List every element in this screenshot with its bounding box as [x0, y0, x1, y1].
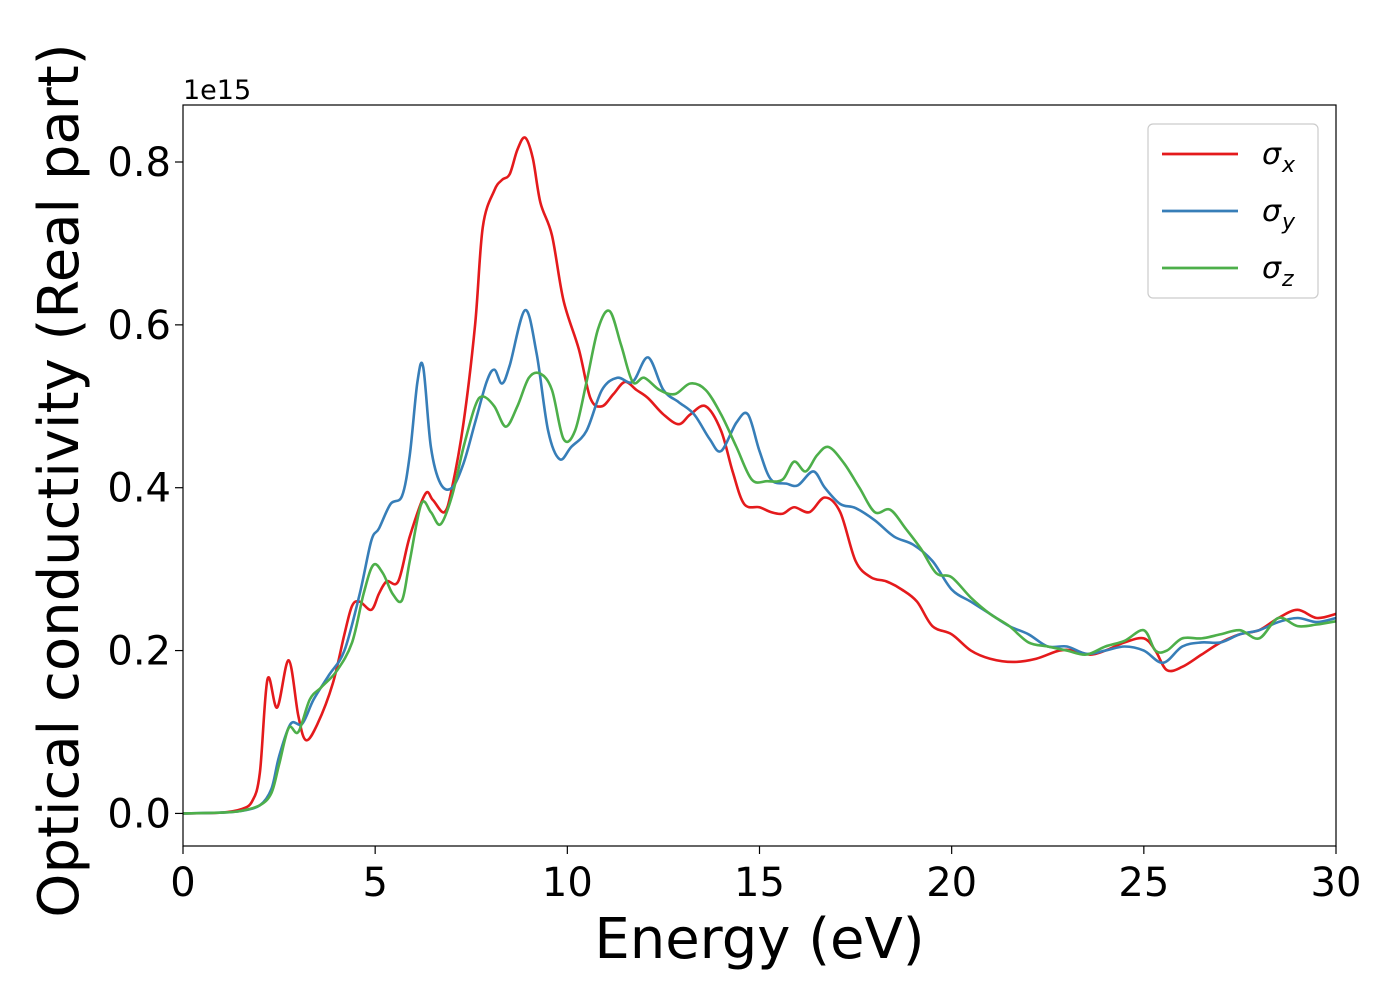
legend-symbol: σ: [1262, 194, 1282, 229]
x-tick-label: 25: [1118, 860, 1169, 906]
series-line-z: [183, 309, 1336, 815]
legend-subscript: z: [1281, 267, 1294, 292]
series-layer: [183, 136, 1336, 815]
x-tick-label: 5: [362, 860, 387, 906]
legend-label-x: σx: [1262, 137, 1296, 178]
y-tick-label: 0.6: [107, 303, 171, 349]
x-tick-label: 20: [926, 860, 977, 906]
y-axis-label: Optical conductivity (Real part): [27, 43, 92, 917]
legend-label-y: σy: [1262, 194, 1296, 235]
y-tick-label: 0.2: [107, 629, 171, 675]
legend-label-z: σz: [1262, 251, 1294, 292]
x-tick-label: 15: [734, 860, 785, 906]
legend-subscript: x: [1281, 153, 1296, 178]
y-tick-label: 0.4: [107, 466, 171, 512]
x-tick-label: 0: [170, 860, 195, 906]
series-line-y: [183, 308, 1336, 815]
x-tick-label: 10: [542, 860, 593, 906]
y-axis-ticks: 0.0 0.2 0.4 0.6 0.8: [107, 140, 183, 837]
x-tick-label: 30: [1311, 860, 1362, 906]
legend-symbol: σ: [1262, 137, 1282, 172]
legend-subscript: y: [1281, 210, 1296, 235]
y-tick-label: 0.8: [107, 140, 171, 186]
x-axis-label: Energy (eV): [594, 907, 924, 972]
y-axis-offset-label: 1e15: [183, 75, 251, 106]
x-axis-ticks: 0 5 10 15 20 25 30: [170, 846, 1361, 906]
legend-symbol: σ: [1262, 251, 1282, 286]
y-tick-label: 0.0: [107, 791, 171, 837]
